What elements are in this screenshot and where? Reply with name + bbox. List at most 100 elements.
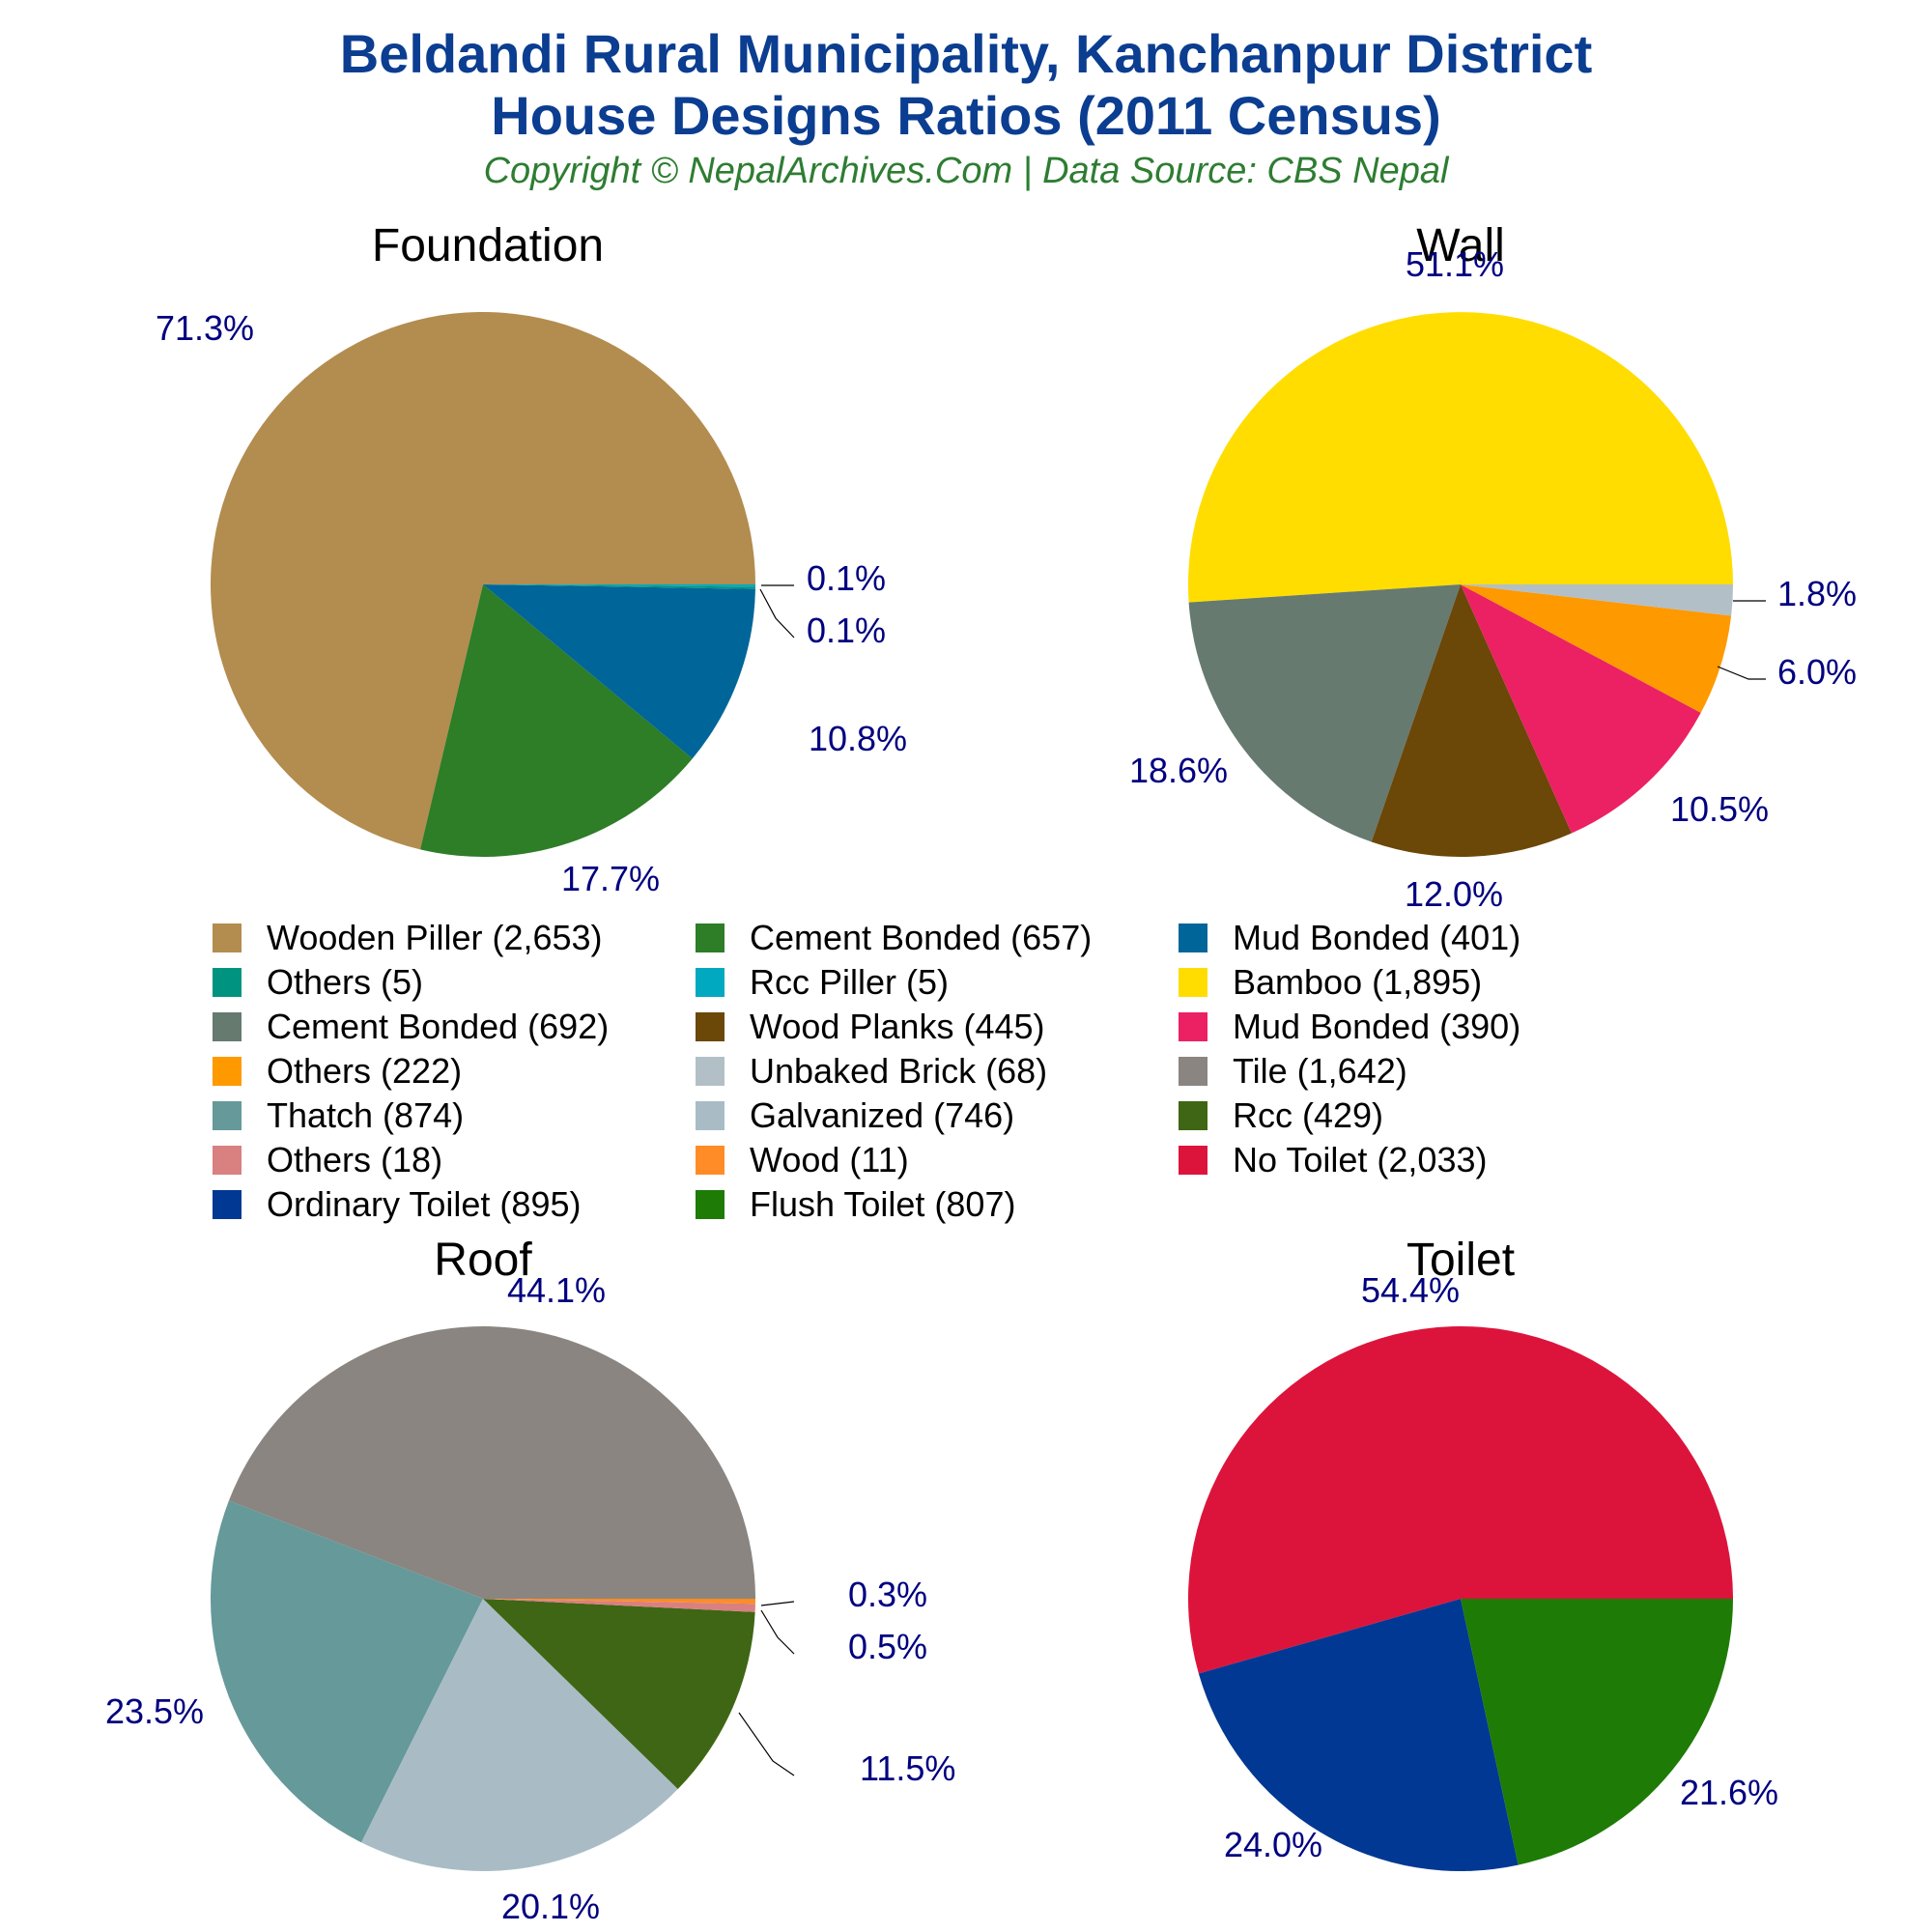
legend-swatch xyxy=(1179,968,1208,997)
roof-pct-label-galvanized: 20.1% xyxy=(501,1887,600,1926)
foundation-slice-wooden-piller xyxy=(210,312,755,850)
legend-row: Cement Bonded (692) Wood Planks (445) Mud … xyxy=(213,1005,1662,1049)
legend-label: Wood Planks (445) xyxy=(750,1007,1045,1046)
legend-item: Wood (11) xyxy=(696,1140,1179,1180)
legend-item: Unbaked Brick (68) xyxy=(696,1051,1179,1092)
legend-item: Tile (1,642) xyxy=(1179,1051,1662,1092)
toilet-slice-flush-toilet xyxy=(1461,1599,1733,1865)
wall-leader-others xyxy=(1717,666,1766,680)
legend-label: Wooden Piller (2,653) xyxy=(267,918,603,957)
legend-label: Thatch (874) xyxy=(267,1095,465,1135)
wall-pct-label-bamboo: 51.1% xyxy=(1406,244,1504,284)
foundation-slice-cement-bonded xyxy=(420,584,693,858)
legend: Wooden Piller (2,653) Cement Bonded (657)… xyxy=(213,916,1662,1227)
legend-row: Wooden Piller (2,653) Cement Bonded (657)… xyxy=(213,916,1662,960)
legend-item: Wood Planks (445) xyxy=(696,1007,1179,1047)
legend-row: Ordinary Toilet (895) Flush Toilet (807) xyxy=(213,1182,1662,1227)
foundation-pct-label-wooden-piller: 71.3% xyxy=(156,308,254,348)
roof-slice-thatch xyxy=(210,1500,483,1843)
legend-swatch xyxy=(213,1146,242,1175)
foundation-slice-rcc-piller xyxy=(483,584,755,587)
legend-label: Galvanized (746) xyxy=(750,1095,1015,1135)
legend-swatch xyxy=(1179,1146,1208,1175)
legend-label: Wood (11) xyxy=(750,1140,909,1179)
wall-slice-cement-bonded xyxy=(1188,584,1461,842)
foundation-pct-label-others: 0.1% xyxy=(807,558,886,598)
roof-pct-label-tile: 44.1% xyxy=(507,1270,606,1310)
wall-pct-label-unbaked-brick: 1.8% xyxy=(1777,574,1857,613)
legend-label: Mud Bonded (401) xyxy=(1233,918,1521,957)
legend-item: Ordinary Toilet (895) xyxy=(213,1184,696,1225)
foundation-pct-label-cement-bonded: 17.7% xyxy=(561,859,660,898)
legend-item: No Toilet (2,033) xyxy=(1179,1140,1662,1180)
toilet-slice-ordinary-toilet xyxy=(1198,1599,1519,1871)
roof-leader-rcc xyxy=(738,1712,795,1776)
legend-label: Ordinary Toilet (895) xyxy=(267,1184,582,1224)
roof-chart-title: Roof xyxy=(434,1235,532,1286)
legend-item: Cement Bonded (657) xyxy=(696,918,1179,958)
wall-pct-label-cement-bonded: 18.6% xyxy=(1129,751,1228,790)
foundation-chart-title: Foundation xyxy=(372,220,604,271)
wall-chart-title: Wall xyxy=(1416,220,1505,271)
legend-label: Others (5) xyxy=(267,962,424,1002)
foundation-pie: Foundation 71.3% 17.7% 10.8% 0.1% 0.1% xyxy=(156,220,907,898)
legend-swatch xyxy=(1179,1012,1208,1041)
legend-swatch xyxy=(213,1101,242,1130)
copyright-note: Copyright © NepalArchives.Com | Data Sou… xyxy=(483,151,1449,191)
legend-row: Thatch (874) Galvanized (746) Rcc (429) xyxy=(213,1094,1662,1138)
legend-item: Galvanized (746) xyxy=(696,1095,1179,1136)
foundation-pct-label-mud-bonded: 10.8% xyxy=(809,719,907,758)
toilet-chart-title: Toilet xyxy=(1406,1235,1515,1286)
legend-label: Tile (1,642) xyxy=(1233,1051,1407,1091)
legend-swatch xyxy=(696,1146,724,1175)
legend-swatch xyxy=(696,1190,724,1219)
legend-swatch xyxy=(696,1101,724,1130)
roof-pct-label-wood: 0.3% xyxy=(848,1575,927,1614)
legend-swatch xyxy=(696,1057,724,1086)
wall-slice-others xyxy=(1461,584,1732,713)
legend-label: Mud Bonded (390) xyxy=(1233,1007,1521,1046)
wall-pct-label-mud-bonded: 10.5% xyxy=(1670,789,1769,829)
legend-label: Cement Bonded (692) xyxy=(267,1007,610,1046)
roof-slice-wood xyxy=(483,1599,755,1605)
legend-item: Others (5) xyxy=(213,962,696,1003)
wall-slice-bamboo xyxy=(1188,312,1733,603)
legend-item: Rcc Piller (5) xyxy=(696,962,1179,1003)
foundation-pct-label-rcc-piller: 0.1% xyxy=(807,611,886,650)
legend-row: Others (5) Rcc Piller (5) Bamboo (1,895) xyxy=(213,960,1662,1005)
legend-item: Flush Toilet (807) xyxy=(696,1184,1179,1225)
roof-slice-others xyxy=(483,1599,755,1612)
legend-item: Mud Bonded (401) xyxy=(1179,918,1662,958)
roof-pct-label-rcc: 11.5% xyxy=(860,1748,955,1788)
legend-swatch xyxy=(213,923,242,952)
wall-slice-mud-bonded xyxy=(1461,584,1701,834)
legend-swatch xyxy=(696,968,724,997)
legend-item: Mud Bonded (390) xyxy=(1179,1007,1662,1047)
legend-item: Others (222) xyxy=(213,1051,696,1092)
wall-slice-unbaked-brick xyxy=(1461,584,1733,616)
legend-swatch xyxy=(213,1012,242,1041)
legend-swatch xyxy=(213,968,242,997)
wall-pct-label-wood-planks: 12.0% xyxy=(1405,874,1503,914)
toilet-pct-label-flush-toilet: 21.6% xyxy=(1680,1773,1778,1812)
toilet-pct-label-ordinary-toilet: 24.0% xyxy=(1224,1825,1322,1864)
legend-item: Thatch (874) xyxy=(213,1095,696,1136)
legend-item: Wooden Piller (2,653) xyxy=(213,918,696,958)
legend-item: Cement Bonded (692) xyxy=(213,1007,696,1047)
roof-slice-tile xyxy=(228,1326,755,1599)
legend-label: Unbaked Brick (68) xyxy=(750,1051,1048,1091)
roof-slice-rcc xyxy=(483,1599,755,1790)
legend-label: Others (18) xyxy=(267,1140,443,1179)
legend-label: Others (222) xyxy=(267,1051,463,1091)
legend-swatch xyxy=(1179,923,1208,952)
roof-slice-galvanized xyxy=(361,1599,678,1872)
legend-item: Rcc (429) xyxy=(1179,1095,1662,1136)
roof-leader-wood xyxy=(760,1601,795,1606)
legend-swatch xyxy=(696,1012,724,1041)
legend-label: Flush Toilet (807) xyxy=(750,1184,1016,1224)
wall-pct-label-others: 6.0% xyxy=(1777,652,1857,692)
legend-label: Cement Bonded (657) xyxy=(750,918,1093,957)
